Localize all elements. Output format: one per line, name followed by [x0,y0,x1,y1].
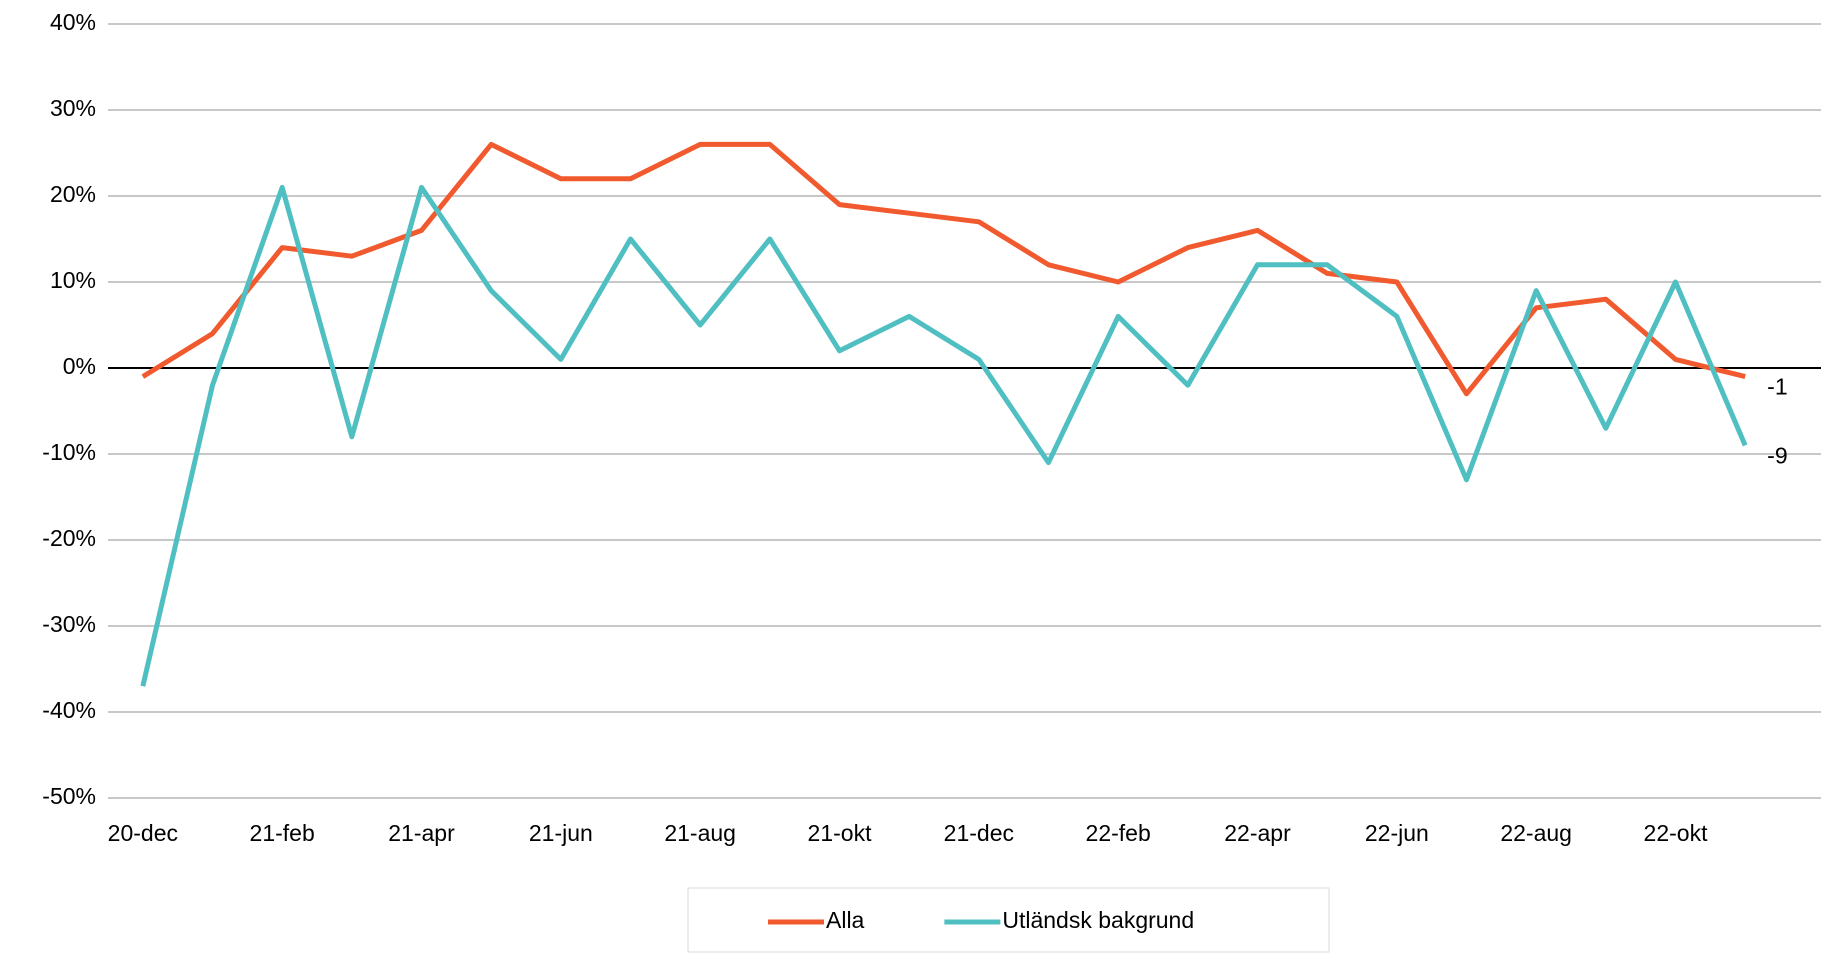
x-tick-label: 22-okt [1644,820,1709,846]
y-tick-label: -20% [42,525,96,551]
x-tick-label: 22-apr [1224,820,1291,846]
x-tick-label: 21-feb [250,820,315,846]
legend-label: Utländsk bakgrund [1002,907,1194,933]
x-tick-label: 22-jun [1365,820,1429,846]
y-tick-label: 40% [50,9,96,35]
y-tick-label: -40% [42,697,96,723]
y-tick-label: -50% [42,783,96,809]
y-tick-label: 10% [50,267,96,293]
legend-box [687,887,1330,953]
y-tick-label: 20% [50,181,96,207]
legend-label: Alla [826,907,865,933]
series-line [140,184,1748,687]
x-tick-label: 21-okt [808,820,873,846]
x-tick-label: 20-dec [108,820,178,846]
data-label: -9 [1767,442,1787,468]
series-line [141,141,1746,397]
x-tick-label: 22-feb [1086,820,1151,846]
x-tick-label: 21-jun [529,820,593,846]
y-tick-label: -10% [42,439,96,465]
x-tick-label: 21-dec [944,820,1014,846]
y-tick-label: -30% [42,611,96,637]
y-tick-label: 0% [63,353,96,379]
x-tick-label: 22-aug [1500,820,1572,846]
legend: Alla Utländsk bakgrund [687,887,1330,953]
y-tick-label: 30% [50,95,96,121]
data-label: -1 [1767,374,1787,400]
x-tick-label: 21-aug [664,820,736,846]
x-tick-label: 21-apr [388,820,455,846]
